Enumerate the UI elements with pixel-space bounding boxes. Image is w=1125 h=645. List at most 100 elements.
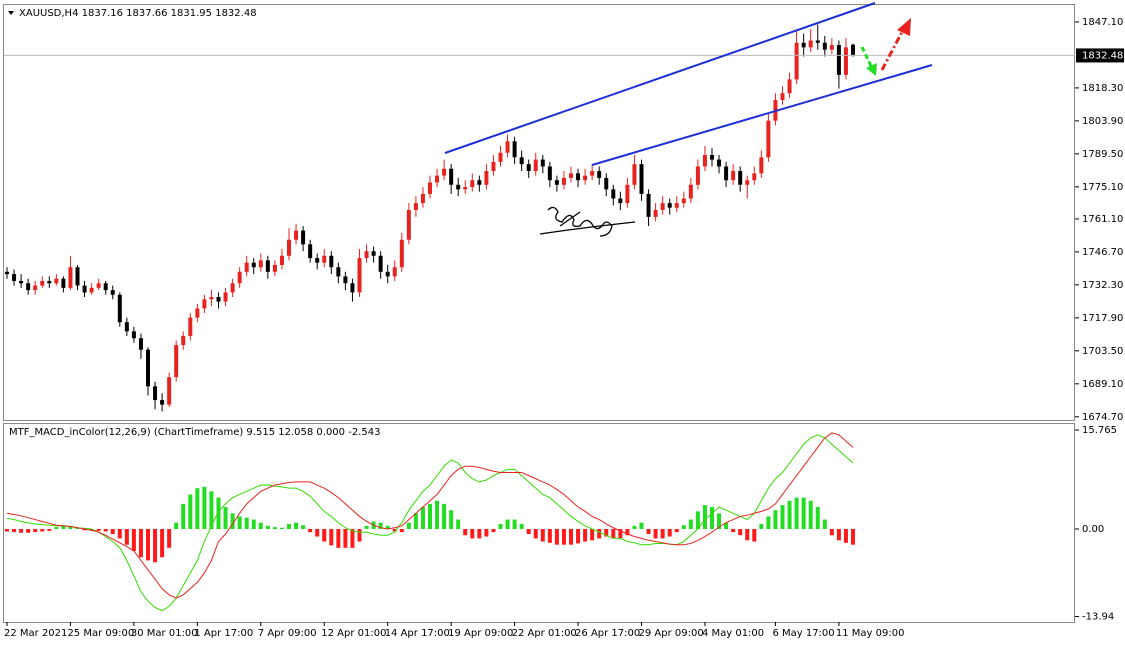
candle-body (456, 184, 461, 190)
candle-body (96, 283, 101, 288)
candle-body (26, 283, 31, 291)
y-tick-label: 1689.10 (1082, 379, 1123, 390)
histogram-bar (646, 528, 651, 535)
x-tick-label: 22 Apr 01:00 (512, 628, 577, 639)
histogram-bar (752, 528, 757, 542)
candle-body (385, 271, 390, 277)
histogram-bar (456, 519, 461, 529)
histogram-bar (801, 497, 806, 529)
candle-body (618, 198, 623, 204)
histogram-bar (576, 528, 581, 544)
collapse-icon[interactable] (8, 11, 14, 15)
price-layer: 1847.10 1818.30 1803.90 1789.50 1775.10 1761.… (4, 17, 1124, 423)
candle-body (124, 322, 129, 332)
candle-body (223, 292, 228, 302)
candle-body (103, 283, 108, 291)
histogram-bar (526, 528, 531, 535)
histogram-bar (449, 510, 454, 529)
candle-body (646, 193, 651, 217)
candle-body (89, 287, 94, 293)
histogram-bar (759, 523, 764, 529)
histogram-bar (75, 527, 80, 529)
histogram-bar (47, 528, 52, 531)
histogram-bar (843, 528, 848, 543)
histogram-bar (794, 497, 799, 529)
histogram-bar (463, 528, 468, 536)
histogram-bar (54, 527, 59, 529)
candle-body (399, 239, 404, 268)
current-price-label: 1832.48 (1082, 50, 1123, 61)
candle-body (343, 276, 348, 284)
candle-body (597, 171, 602, 178)
x-tick-label: 11 May 09:00 (836, 628, 905, 639)
histogram-bar (554, 528, 559, 545)
histogram-bar (195, 488, 200, 529)
candle-body (117, 294, 122, 323)
histogram-bar (498, 523, 503, 529)
price-panel (3, 4, 1075, 421)
histogram-bar (209, 491, 214, 529)
candle-body (188, 317, 193, 336)
histogram-bar (181, 503, 186, 529)
candle-body (322, 255, 327, 263)
candle-body (378, 255, 383, 272)
candle-body (554, 180, 559, 185)
histogram-bar (724, 522, 729, 529)
candle-body (61, 278, 66, 288)
histogram-bar (653, 528, 658, 539)
histogram-bar (357, 528, 362, 542)
histogram-bar (265, 525, 270, 529)
candle-body (731, 171, 736, 181)
x-tick-label: 19 Apr 09:00 (448, 628, 513, 639)
histogram-bar (519, 523, 524, 529)
candle-body (547, 166, 552, 181)
candle-body (505, 141, 510, 153)
candle-body (759, 157, 764, 174)
down-arrow (860, 46, 874, 69)
y-tick-label: 1818.30 (1082, 83, 1123, 94)
histogram-bar (731, 528, 736, 533)
histogram-bar (836, 528, 841, 541)
candle-body (491, 161, 496, 172)
histogram-bar (174, 522, 179, 529)
histogram-bar (251, 519, 256, 529)
candle-body (533, 159, 538, 172)
histogram-bar (597, 528, 602, 539)
candle-body (561, 177, 566, 185)
histogram-bar (216, 497, 221, 529)
candle-body (815, 40, 820, 43)
histogram-bar (188, 494, 193, 529)
histogram-bar (428, 503, 432, 529)
histogram-bar (632, 525, 637, 529)
candle-body (836, 45, 841, 75)
histogram-bar (117, 528, 122, 539)
histogram-bar (19, 528, 24, 533)
candle-body (336, 267, 341, 277)
histogram-bar (96, 528, 101, 531)
candle-body (526, 164, 531, 172)
candle-body (40, 280, 45, 286)
histogram-bar (625, 528, 630, 536)
candle-body (604, 177, 609, 190)
candle-body (406, 209, 411, 240)
histogram-bar (301, 525, 306, 529)
histogram-bar (223, 507, 228, 529)
histogram-bar (364, 525, 369, 529)
histogram-bar (829, 528, 834, 536)
histogram-bar (258, 522, 263, 529)
candle-body (801, 42, 806, 48)
y-tick-label: -13.94 (1082, 612, 1114, 623)
histogram-bar (710, 507, 714, 529)
histogram-bar (287, 523, 291, 529)
candle-body (625, 184, 630, 204)
histogram-bar (540, 528, 545, 542)
histogram-bar (787, 500, 792, 529)
histogram-bar (33, 528, 38, 533)
histogram-bar (110, 528, 115, 535)
x-tick-label: 29 Apr 09:00 (639, 628, 704, 639)
histogram-bar (695, 511, 700, 529)
histogram-bar (667, 528, 672, 537)
y-tick-label: 1717.90 (1082, 313, 1123, 324)
y-tick-label: 1775.10 (1082, 182, 1123, 193)
candle-body (611, 189, 616, 199)
